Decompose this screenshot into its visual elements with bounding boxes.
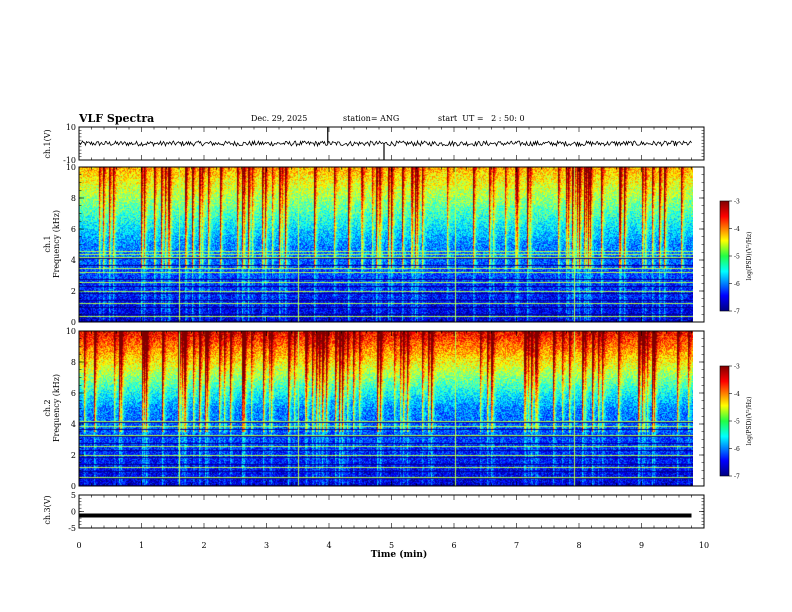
colorbar-tick-label: -7 — [734, 474, 740, 481]
ch2-colorbar-label: log(PSD)(V²/Hz) — [746, 397, 753, 446]
colorbar-tick-label: -5 — [734, 419, 740, 426]
panel-ch2-spectrogram: ch.2Frequency (kHz) 0 2 4 6 8 10 -3 -4 -5 -6 -7 l… — [43, 327, 753, 491]
x-tick-label: 10 — [699, 541, 709, 550]
x-axis-title: Time (min) — [371, 549, 428, 560]
x-tick-label: 9 — [639, 541, 644, 550]
y-tick-label: 0 — [71, 318, 76, 327]
y-tick-label: 2 — [71, 287, 76, 296]
y-tick-label: 8 — [71, 358, 76, 367]
y-tick-label: -5 — [68, 524, 76, 533]
y-tick-label: 10 — [66, 163, 76, 172]
ch2-colorbar: -3 -4 -5 -6 -7 log(PSD)(V²/Hz) — [719, 364, 753, 481]
date-label: Dec. 29, 2025 — [251, 114, 308, 123]
y-tick-label: 10 — [66, 327, 76, 336]
y-tick-label: 6 — [71, 389, 76, 398]
x-tick-label: 2 — [201, 541, 206, 550]
x-tick-label: 3 — [264, 541, 269, 550]
x-tick-label: 5 — [389, 541, 394, 550]
y-tick-label: 0 — [71, 482, 76, 491]
y-tick-label: 6 — [71, 225, 76, 234]
ch2-spectrogram-canvas-holder — [79, 331, 693, 486]
colorbar-tick-label: -4 — [734, 226, 740, 233]
y-tick-label: 4 — [71, 256, 76, 265]
x-tick-label: 6 — [451, 541, 456, 550]
ch1-colorbar: -3 -4 -5 -6 -7 log(PSD)(V²/Hz) — [719, 199, 753, 316]
colorbar-tick-label: -6 — [734, 446, 740, 453]
start-time-label: start UT = 2 : 50: 0 — [438, 114, 525, 123]
x-tick-label: 4 — [326, 541, 331, 550]
ch1-waveform-ylabel: ch.1(V) — [43, 129, 52, 158]
y-tick-label: 4 — [71, 420, 76, 429]
colorbar-tick-label: -5 — [734, 254, 740, 261]
panel-ch1-waveform: ch.1(V) 10 -10 — [43, 123, 705, 165]
station-label: station= ANG — [343, 114, 400, 123]
y-tick-label: 5 — [71, 491, 76, 500]
x-tick-label: 0 — [76, 541, 81, 550]
ch2-spectrogram-image — [79, 331, 693, 486]
x-tick-label: 8 — [576, 541, 581, 550]
ch1-spectrogram-canvas-holder — [79, 167, 693, 322]
ch1-waveform-trace — [79, 139, 692, 148]
y-tick-label: 0 — [71, 508, 76, 517]
x-axis: 0 1 2 3 4 5 6 7 8 9 10 — [76, 541, 709, 550]
panel-ch1-spectrogram: ch.1Frequency (kHz) 0 2 4 6 8 10 -3 -4 -5 -6 -7 l… — [43, 163, 753, 327]
ch1-spectrogram-ylabel: ch.1Frequency (kHz) — [43, 210, 61, 278]
colorbar-tick-label: -3 — [734, 199, 740, 206]
y-tick-label: 8 — [71, 194, 76, 203]
y-tick-label: 2 — [71, 451, 76, 460]
colorbar-tick-label: -3 — [734, 364, 740, 371]
ch2-spectrogram-ylabel: ch.2Frequency (kHz) — [43, 374, 61, 442]
x-tick-label: 1 — [139, 541, 144, 550]
ch1-spectrogram-image — [79, 167, 693, 322]
colorbar-tick-label: -4 — [734, 391, 740, 398]
y-tick-label: 10 — [66, 123, 76, 132]
colorbar-tick-label: -6 — [734, 281, 740, 288]
colorbar-tick-label: -7 — [734, 309, 740, 316]
ch1-colorbar-label: log(PSD)(V²/Hz) — [746, 232, 753, 281]
figure-title: VLF Spectra — [79, 112, 155, 125]
panel-ch3-waveform: ch.3(V) 5 0 -5 — [43, 491, 705, 533]
x-tick-label: 7 — [514, 541, 519, 550]
y-tick-label: -10 — [63, 156, 76, 165]
ch3-waveform-ylabel: ch.3(V) — [43, 495, 52, 524]
